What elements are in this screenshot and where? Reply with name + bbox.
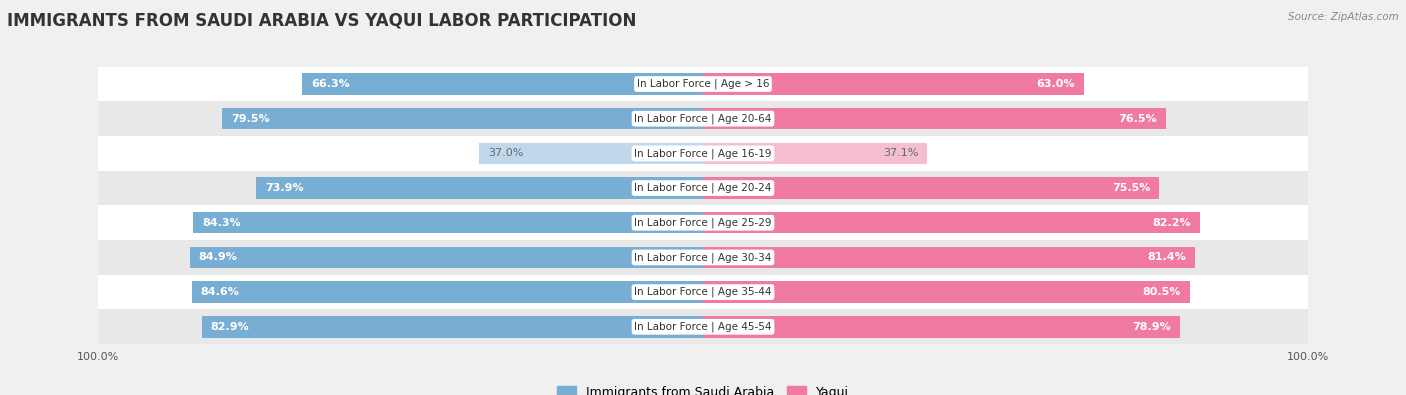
- Bar: [703, 316, 1180, 338]
- Bar: [479, 143, 703, 164]
- Text: 84.9%: 84.9%: [198, 252, 238, 262]
- Text: In Labor Force | Age 25-29: In Labor Force | Age 25-29: [634, 218, 772, 228]
- Bar: [256, 177, 703, 199]
- Text: 81.4%: 81.4%: [1147, 252, 1187, 262]
- Text: In Labor Force | Age > 16: In Labor Force | Age > 16: [637, 79, 769, 89]
- Text: 82.9%: 82.9%: [211, 322, 250, 332]
- Bar: [703, 281, 1189, 303]
- Bar: [703, 177, 1160, 199]
- Text: 63.0%: 63.0%: [1036, 79, 1074, 89]
- Text: 76.5%: 76.5%: [1118, 114, 1156, 124]
- Text: In Labor Force | Age 16-19: In Labor Force | Age 16-19: [634, 148, 772, 159]
- Bar: [98, 309, 1308, 344]
- Bar: [190, 246, 703, 268]
- Text: Source: ZipAtlas.com: Source: ZipAtlas.com: [1288, 12, 1399, 22]
- Bar: [98, 136, 1308, 171]
- Text: In Labor Force | Age 20-64: In Labor Force | Age 20-64: [634, 113, 772, 124]
- Bar: [703, 108, 1166, 130]
- Text: 84.6%: 84.6%: [201, 287, 239, 297]
- Text: IMMIGRANTS FROM SAUDI ARABIA VS YAQUI LABOR PARTICIPATION: IMMIGRANTS FROM SAUDI ARABIA VS YAQUI LA…: [7, 12, 637, 30]
- Bar: [98, 171, 1308, 205]
- Bar: [703, 143, 928, 164]
- Bar: [98, 275, 1308, 309]
- Bar: [703, 246, 1195, 268]
- Bar: [222, 108, 703, 130]
- Text: 78.9%: 78.9%: [1132, 322, 1171, 332]
- Bar: [202, 316, 703, 338]
- Text: 75.5%: 75.5%: [1112, 183, 1150, 193]
- Bar: [98, 67, 1308, 102]
- Bar: [302, 73, 703, 95]
- Text: 37.0%: 37.0%: [488, 149, 524, 158]
- Legend: Immigrants from Saudi Arabia, Yaqui: Immigrants from Saudi Arabia, Yaqui: [553, 381, 853, 395]
- Text: 73.9%: 73.9%: [266, 183, 304, 193]
- Text: 80.5%: 80.5%: [1142, 287, 1181, 297]
- Text: 82.2%: 82.2%: [1153, 218, 1191, 228]
- Bar: [703, 212, 1199, 233]
- Text: 66.3%: 66.3%: [311, 79, 350, 89]
- Bar: [191, 281, 703, 303]
- Bar: [194, 212, 703, 233]
- Text: In Labor Force | Age 35-44: In Labor Force | Age 35-44: [634, 287, 772, 297]
- Bar: [98, 205, 1308, 240]
- Text: 37.1%: 37.1%: [883, 149, 918, 158]
- Text: In Labor Force | Age 45-54: In Labor Force | Age 45-54: [634, 322, 772, 332]
- Text: 79.5%: 79.5%: [232, 114, 270, 124]
- Text: 84.3%: 84.3%: [202, 218, 240, 228]
- Bar: [98, 240, 1308, 275]
- Text: In Labor Force | Age 20-24: In Labor Force | Age 20-24: [634, 183, 772, 193]
- Bar: [703, 73, 1084, 95]
- Text: In Labor Force | Age 30-34: In Labor Force | Age 30-34: [634, 252, 772, 263]
- Bar: [98, 102, 1308, 136]
